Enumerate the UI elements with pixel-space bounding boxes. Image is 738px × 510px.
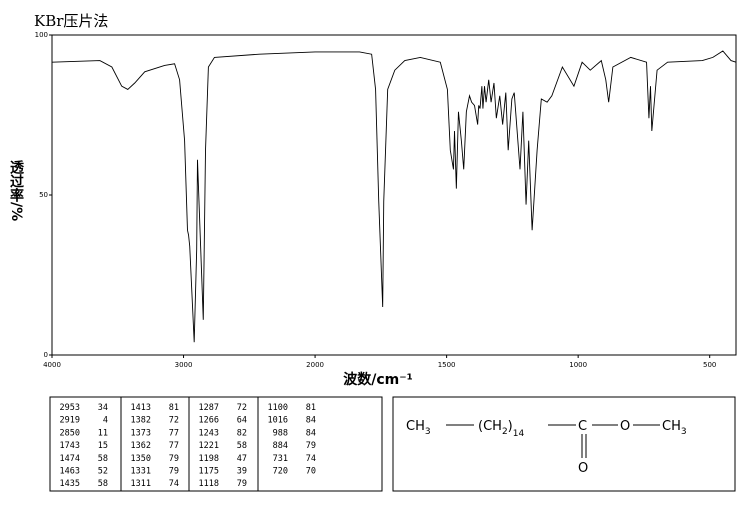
peak-wavenumber: 1350 — [131, 454, 151, 464]
peak-transmittance: 11 — [98, 428, 108, 438]
x-tick-label: 500 — [703, 361, 716, 369]
chart-title: KBr压片法 — [34, 12, 108, 30]
peak-transmittance: 39 — [237, 467, 247, 477]
peak-wavenumber: 1287 — [199, 403, 219, 413]
peak-wavenumber: 1362 — [131, 441, 151, 451]
x-tick-label: 1500 — [438, 361, 456, 369]
y-axis-label: 透过率/% — [8, 160, 24, 221]
peak-transmittance: 64 — [237, 416, 247, 426]
peak-wavenumber: 2850 — [60, 428, 80, 438]
atom: CH3 — [662, 419, 687, 437]
atom: O — [620, 419, 630, 434]
peak-wavenumber: 1221 — [199, 441, 219, 451]
peak-transmittance: 74 — [169, 479, 179, 489]
atom: CH3 — [406, 419, 431, 437]
peak-transmittance: 47 — [237, 454, 247, 464]
peak-transmittance: 77 — [169, 428, 179, 438]
peak-transmittance: 77 — [169, 441, 179, 451]
y-tick-label: 100 — [35, 31, 48, 39]
peak-wavenumber: 1266 — [199, 416, 219, 426]
peak-transmittance: 72 — [237, 403, 247, 413]
peak-wavenumber: 720 — [273, 467, 288, 477]
peak-wavenumber: 1474 — [60, 454, 80, 464]
peak-transmittance: 81 — [169, 403, 179, 413]
peak-wavenumber: 1118 — [199, 479, 219, 489]
atom: C — [578, 419, 587, 434]
peak-transmittance: 58 — [98, 454, 108, 464]
y-tick-label: 0 — [44, 351, 48, 359]
peak-transmittance: 81 — [306, 403, 316, 413]
peak-wavenumber: 2919 — [60, 416, 80, 426]
peak-transmittance: 52 — [98, 467, 108, 477]
peak-transmittance: 79 — [169, 467, 179, 477]
structure-frame — [392, 396, 736, 492]
peak-transmittance: 72 — [169, 416, 179, 426]
peak-transmittance: 82 — [237, 428, 247, 438]
group: (CH2)14 — [478, 419, 524, 439]
peak-transmittance: 4 — [103, 416, 108, 426]
plot-frame — [51, 34, 737, 356]
peak-transmittance: 79 — [237, 479, 247, 489]
peak-wavenumber: 731 — [273, 454, 288, 464]
peak-transmittance: 58 — [98, 479, 108, 489]
peak-wavenumber: 1743 — [60, 441, 80, 451]
peak-table-frame — [49, 396, 383, 492]
peak-transmittance: 79 — [169, 454, 179, 464]
peak-wavenumber: 1198 — [199, 454, 219, 464]
peak-transmittance: 34 — [98, 403, 108, 413]
peak-wavenumber: 988 — [273, 428, 288, 438]
peak-wavenumber: 884 — [273, 441, 288, 451]
x-tick-label: 3000 — [175, 361, 193, 369]
peak-transmittance: 74 — [306, 454, 316, 464]
y-tick-label: 50 — [39, 191, 48, 199]
x-tick-label: 1000 — [569, 361, 587, 369]
x-tick-label: 2000 — [306, 361, 324, 369]
peak-wavenumber: 1100 — [268, 403, 288, 413]
peak-wavenumber: 1413 — [131, 403, 151, 413]
peak-wavenumber: 1331 — [131, 467, 151, 477]
peak-transmittance: 58 — [237, 441, 247, 451]
peak-wavenumber: 1243 — [199, 428, 219, 438]
peak-wavenumber: 1382 — [131, 416, 151, 426]
peak-transmittance: 84 — [306, 428, 316, 438]
x-tick-label: 4000 — [43, 361, 61, 369]
peak-wavenumber: 1175 — [199, 467, 219, 477]
atom: O — [578, 461, 588, 476]
peak-wavenumber: 1435 — [60, 479, 80, 489]
structure: CH3 (CH2)14 C O CH3 O — [406, 419, 687, 476]
peak-transmittance: 79 — [306, 441, 316, 451]
spectrum-line — [51, 50, 737, 343]
peak-wavenumber: 1373 — [131, 428, 151, 438]
peak-wavenumber: 1016 — [268, 416, 288, 426]
peak-transmittance: 15 — [98, 441, 108, 451]
peak-wavenumber: 1463 — [60, 467, 80, 477]
peak-wavenumber: 1311 — [131, 479, 151, 489]
peak-transmittance: 70 — [306, 467, 316, 477]
x-axis-label: 波数/cm⁻¹ — [343, 371, 413, 388]
peak-transmittance: 84 — [306, 416, 316, 426]
peak-wavenumber: 2953 — [60, 403, 80, 413]
